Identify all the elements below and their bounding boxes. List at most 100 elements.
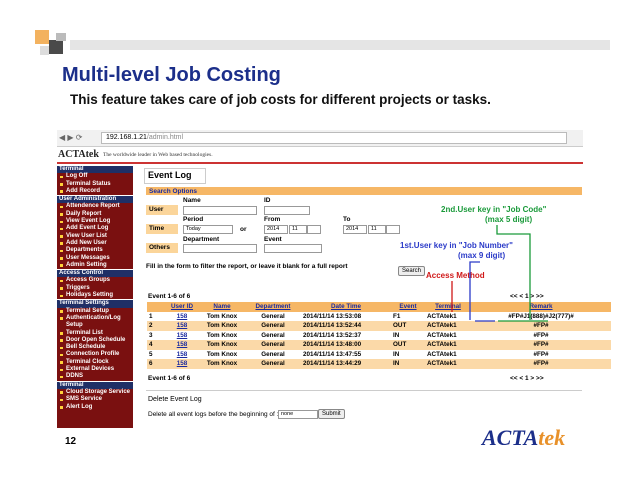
event-count: Event 1-6 of 6 <box>148 375 191 382</box>
menu-item[interactable]: External Devices <box>57 366 133 373</box>
menu-item[interactable]: Holidays Setting <box>57 292 133 299</box>
menu-item[interactable]: Terminal Status <box>57 181 133 188</box>
delete-select[interactable]: none <box>278 410 318 419</box>
bullet <box>60 213 63 216</box>
table-cell[interactable]: 158 <box>165 330 199 340</box>
table-row: 5 158 Tom Knox General 2014/11/14 13:47:55 IN… <box>147 349 611 359</box>
bullet <box>60 205 63 209</box>
table-cell: ACTAtek1 <box>425 340 471 350</box>
slide-title: Multi-level Job Costing <box>62 64 281 86</box>
table-cell[interactable]: 158 <box>165 359 199 369</box>
label: or <box>240 226 247 233</box>
menu-item-text: Terminal Status <box>66 180 111 187</box>
column-header[interactable]: Name <box>199 302 245 312</box>
column-header[interactable]: Terminal <box>425 302 471 312</box>
table-row: 4 158 Tom Knox General 2014/11/14 13:48:00 OU… <box>147 340 611 350</box>
menu-item[interactable]: Cloud Storage Service <box>57 389 133 396</box>
day-select[interactable] <box>386 225 400 234</box>
address-bar[interactable]: 192.168.1.21/admin.html <box>101 132 567 144</box>
menu-item[interactable]: Terminal List <box>57 330 133 337</box>
table-cell: Tom Knox <box>199 321 245 331</box>
menu-item[interactable]: Admin Setting <box>57 262 133 269</box>
annotation: (max 5 digit) <box>485 215 533 224</box>
menu-item[interactable]: Authentication/Log Setup <box>57 315 133 330</box>
menu-item-text: DDNS <box>66 373 84 380</box>
bullet <box>60 264 63 267</box>
column-header[interactable]: Remark <box>471 302 611 312</box>
menu-item[interactable]: Departments <box>57 247 133 254</box>
bullet <box>60 287 63 290</box>
menu-item[interactable]: Add New User <box>57 240 133 247</box>
day-select[interactable] <box>307 225 321 234</box>
column-header[interactable] <box>147 302 165 312</box>
table-cell: ACTAtek1 <box>425 330 471 340</box>
slide-subtitle: This feature takes care of job costs for… <box>70 92 491 107</box>
table-cell[interactable]: 158 <box>165 349 199 359</box>
name-input[interactable] <box>183 206 257 215</box>
menu-item[interactable]: Triggers <box>57 285 133 292</box>
submit-button[interactable]: Submit <box>318 409 345 419</box>
annotation: Access Method <box>426 271 485 280</box>
menu-item[interactable]: Daily Report <box>57 211 133 218</box>
menu-heading: Access Control <box>57 269 133 278</box>
bullet <box>60 398 63 402</box>
menu-item[interactable]: Log Off <box>57 173 133 180</box>
table-cell: Tom Knox <box>199 330 245 340</box>
menu-item-text: Alert Log <box>66 403 93 410</box>
table-cell: IN <box>391 359 425 369</box>
menu-item-text: Admin Setting <box>66 261 107 268</box>
month-select[interactable]: 11 <box>368 225 386 234</box>
menu-item[interactable]: Alert Log <box>57 404 133 411</box>
column-header[interactable]: Department <box>245 302 301 312</box>
table-cell: #FP# <box>471 321 611 331</box>
menu-item-text: Access Groups <box>66 277 111 284</box>
nav-icons[interactable]: ◀ ▶ ⟳ <box>59 133 83 142</box>
table-cell: 2014/11/14 13:47:55 <box>301 349 391 359</box>
bullet <box>60 310 63 313</box>
table-cell: Tom Knox <box>199 340 245 350</box>
menu-item[interactable]: Attendence Report <box>57 203 133 210</box>
column-header[interactable]: Date Time <box>301 302 391 312</box>
column-header[interactable]: User ID <box>165 302 199 312</box>
year-select[interactable]: 2014 <box>264 225 288 234</box>
id-input[interactable] <box>264 206 310 215</box>
menu-item[interactable]: DDNS <box>57 373 133 380</box>
table-cell: #FP# <box>471 340 611 350</box>
search-button[interactable]: Search <box>398 266 426 276</box>
menu-heading: User Administration <box>57 195 133 204</box>
menu-item[interactable]: Terminal Setup <box>57 308 133 315</box>
table-cell: General <box>245 349 301 359</box>
pager[interactable]: << < 1 > >> <box>510 375 544 382</box>
table-cell: 2014/11/14 13:52:37 <box>301 330 391 340</box>
menu-item[interactable]: Terminal Clock <box>57 359 133 366</box>
table-cell: Tom Knox <box>199 349 245 359</box>
pager[interactable]: << < 1 > >> <box>510 293 544 300</box>
table-cell[interactable]: 158 <box>165 321 199 331</box>
menu-item-text: Add Record <box>66 187 101 194</box>
year-select[interactable]: 2014 <box>343 225 367 234</box>
menu-item[interactable]: Door Open Schedule <box>57 337 133 344</box>
department-select[interactable] <box>183 244 257 253</box>
table-cell: #FP# <box>471 359 611 369</box>
menu-item[interactable]: View User List <box>57 233 133 240</box>
month-select[interactable]: 11 <box>289 225 307 234</box>
header-rule <box>57 162 583 164</box>
menu-item[interactable]: View Event Log <box>57 218 133 225</box>
menu-item[interactable]: User Messages <box>57 255 133 262</box>
table-cell: #FP#J1(888)#J2(777)# <box>471 311 611 321</box>
menu-item[interactable]: Access Groups <box>57 277 133 284</box>
table-cell[interactable]: 158 <box>165 340 199 350</box>
menu-item[interactable]: SMS Service <box>57 396 133 403</box>
menu-item[interactable]: Connection Profile <box>57 351 133 358</box>
label: Time <box>146 224 178 234</box>
time-select[interactable]: Today <box>183 225 233 234</box>
event-select[interactable] <box>264 244 322 253</box>
table-cell[interactable]: 158 <box>165 311 199 321</box>
menu-item[interactable]: Add Record <box>57 188 133 195</box>
table-cell: 2014/11/14 13:44:29 <box>301 359 391 369</box>
menu-item[interactable]: Bell Schedule <box>57 344 133 351</box>
column-header[interactable]: Event <box>391 302 425 312</box>
label: ID <box>264 197 271 204</box>
menu-item[interactable]: Add Event Log <box>57 225 133 232</box>
